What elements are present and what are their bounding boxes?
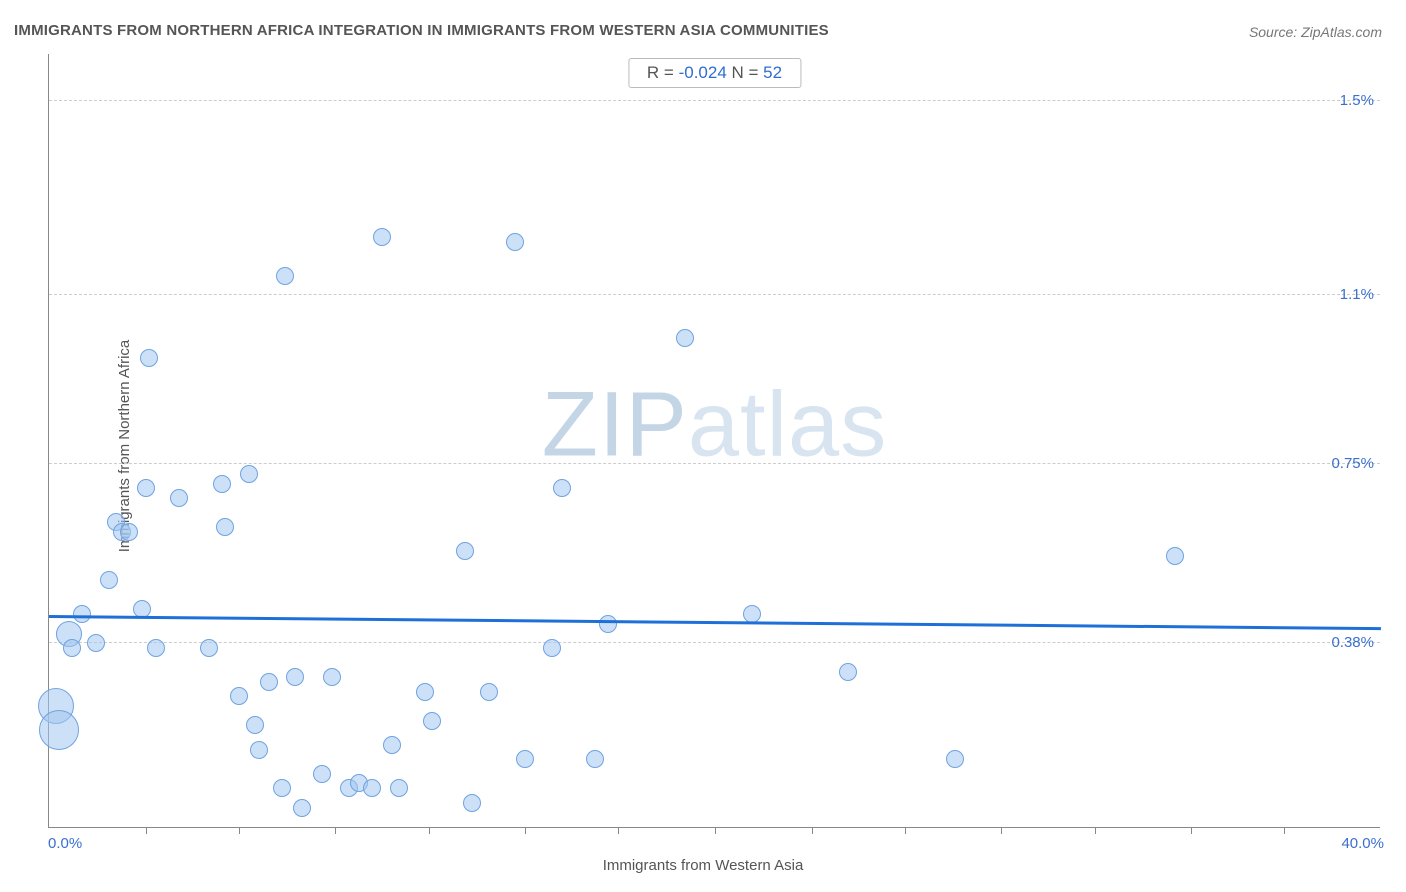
n-label: N = <box>727 63 763 82</box>
x-tick <box>812 827 813 834</box>
data-point <box>170 489 188 507</box>
data-point <box>216 518 234 536</box>
data-point <box>463 794 481 812</box>
data-point <box>676 329 694 347</box>
data-point <box>200 639 218 657</box>
data-point <box>383 736 401 754</box>
stats-box: R = -0.024 N = 52 <box>628 58 801 88</box>
r-value: -0.024 <box>679 63 727 82</box>
data-point <box>213 475 231 493</box>
x-tick <box>1191 827 1192 834</box>
data-point <box>140 349 158 367</box>
data-point <box>63 639 81 657</box>
data-point <box>100 571 118 589</box>
data-point <box>480 683 498 701</box>
y-tick-label: 1.1% <box>1340 286 1374 303</box>
x-tick <box>146 827 147 834</box>
y-tick-label: 0.75% <box>1331 455 1374 472</box>
data-point <box>120 523 138 541</box>
x-tick <box>618 827 619 834</box>
n-value: 52 <box>763 63 782 82</box>
x-tick <box>1284 827 1285 834</box>
gridline <box>49 294 1380 295</box>
data-point <box>423 712 441 730</box>
data-point <box>73 605 91 623</box>
watermark-atlas: atlas <box>688 374 887 476</box>
data-point <box>416 683 434 701</box>
gridline <box>49 642 1380 643</box>
source-attribution: Source: ZipAtlas.com <box>1249 24 1382 40</box>
x-tick <box>525 827 526 834</box>
x-axis-max: 40.0% <box>1341 835 1384 852</box>
data-point <box>506 233 524 251</box>
x-tick <box>335 827 336 834</box>
data-point <box>1166 547 1184 565</box>
data-point <box>260 673 278 691</box>
x-tick <box>239 827 240 834</box>
data-point <box>276 267 294 285</box>
x-tick <box>905 827 906 834</box>
x-axis-label: Immigrants from Western Asia <box>603 857 804 874</box>
gridline <box>49 100 1380 101</box>
data-point <box>240 465 258 483</box>
x-tick <box>1001 827 1002 834</box>
x-axis-min: 0.0% <box>48 835 82 852</box>
y-tick-label: 1.5% <box>1340 92 1374 109</box>
data-point <box>553 479 571 497</box>
chart-title: IMMIGRANTS FROM NORTHERN AFRICA INTEGRAT… <box>14 22 829 39</box>
data-point <box>137 479 155 497</box>
data-point <box>286 668 304 686</box>
trendline <box>49 615 1381 630</box>
watermark-zip: ZIP <box>542 374 688 476</box>
scatter-plot-area: ZIPatlas R = -0.024 N = 52 0.38% 0.75% 1.1… <box>48 54 1380 828</box>
data-point <box>946 750 964 768</box>
data-point <box>230 687 248 705</box>
data-point <box>390 779 408 797</box>
y-tick-label: 0.38% <box>1331 634 1374 651</box>
data-point <box>543 639 561 657</box>
data-point <box>293 799 311 817</box>
x-tick <box>429 827 430 834</box>
data-point <box>246 716 264 734</box>
data-point <box>456 542 474 560</box>
data-point <box>39 710 79 750</box>
data-point <box>273 779 291 797</box>
data-point <box>516 750 534 768</box>
data-point <box>323 668 341 686</box>
data-point <box>373 228 391 246</box>
r-label: R = <box>647 63 679 82</box>
data-point <box>313 765 331 783</box>
data-point <box>839 663 857 681</box>
x-tick <box>715 827 716 834</box>
data-point <box>147 639 165 657</box>
watermark: ZIPatlas <box>542 373 887 478</box>
data-point <box>250 741 268 759</box>
data-point <box>363 779 381 797</box>
x-tick <box>1095 827 1096 834</box>
data-point <box>87 634 105 652</box>
data-point <box>599 615 617 633</box>
data-point <box>586 750 604 768</box>
